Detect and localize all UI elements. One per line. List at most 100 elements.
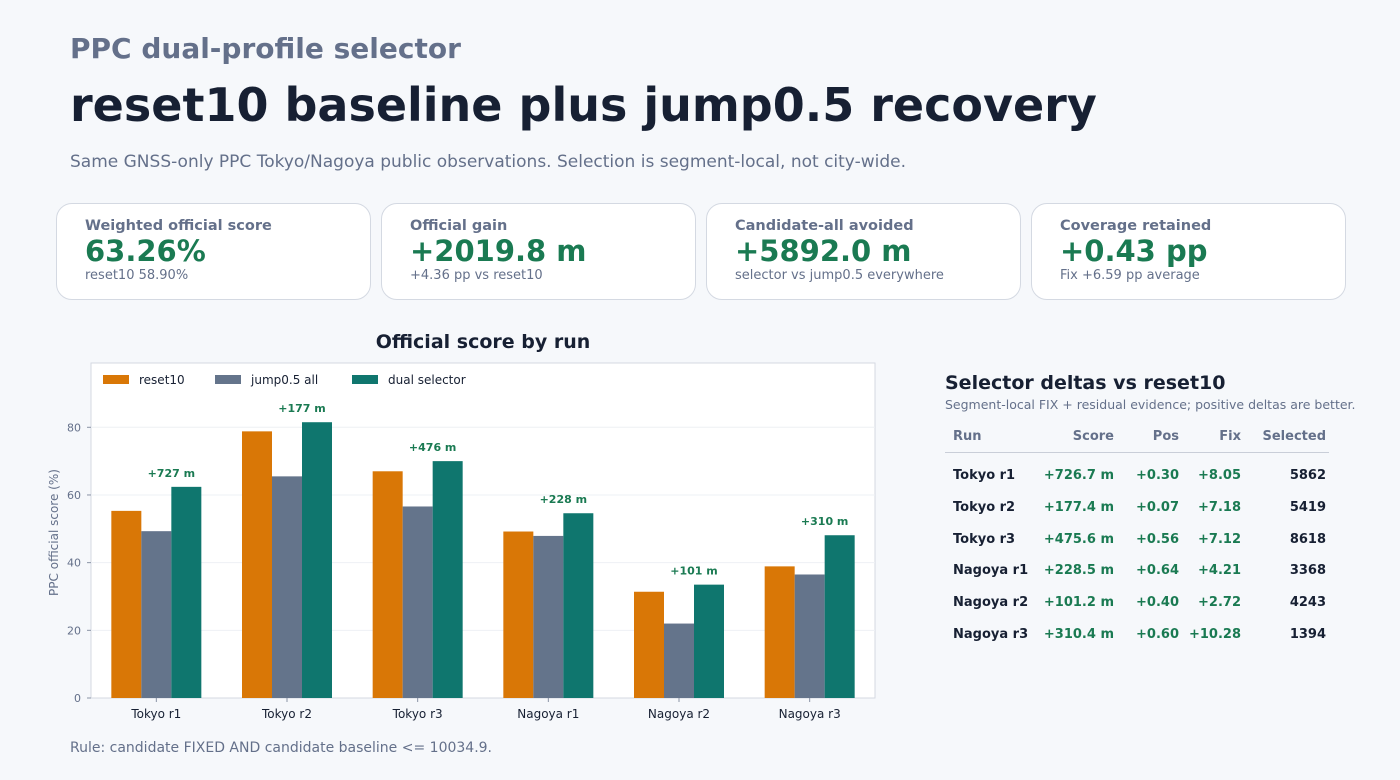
cell-fix: +10.28 bbox=[1188, 626, 1241, 642]
table-row: Nagoya r2 +101.2 m +0.40 +2.72 4243 bbox=[945, 582, 1329, 614]
y-tick-label: 0 bbox=[74, 692, 81, 705]
kpi-note: reset10 58.90% bbox=[85, 268, 189, 283]
cell-pos: +0.56 bbox=[1136, 531, 1179, 547]
legend-label: dual selector bbox=[388, 373, 466, 387]
gain-annotation: +177 m bbox=[278, 402, 325, 415]
table-row: Tokyo r1 +726.7 m +0.30 +8.05 5862 bbox=[945, 455, 1329, 487]
plot-area bbox=[90, 362, 876, 699]
x-tick-label: Tokyo r1 bbox=[130, 707, 181, 721]
kpi-label: Coverage retained bbox=[1060, 218, 1212, 234]
x-tick-label: Nagoya r3 bbox=[779, 707, 841, 721]
bar-jump0-5-all bbox=[664, 623, 694, 698]
chart-title: Official score by run bbox=[375, 331, 591, 353]
page-eyebrow: PPC dual-profile selector bbox=[70, 32, 461, 65]
table-row: Nagoya r1 +228.5 m +0.64 +4.21 3368 bbox=[945, 550, 1329, 582]
header-selected: Selected bbox=[1262, 429, 1327, 444]
bar-jump0-5-all bbox=[141, 531, 172, 698]
cell-fix: +8.05 bbox=[1198, 468, 1241, 483]
y-tick-label: 40 bbox=[67, 557, 81, 570]
kpi-card-candidate-avoided: Candidate-all avoided +5892.0 m selector… bbox=[706, 203, 1021, 300]
table-header: Run Score Pos Fix Selected bbox=[945, 425, 1329, 453]
header-pos: Pos bbox=[1152, 429, 1179, 444]
legend-swatch bbox=[215, 375, 241, 384]
cell-score: +310.4 m bbox=[1043, 626, 1114, 642]
bar-jump0-5-all bbox=[533, 535, 564, 698]
x-tick-label: Nagoya r1 bbox=[517, 707, 579, 721]
cell-pos: +0.40 bbox=[1136, 595, 1179, 611]
cell-selected: 8618 bbox=[1289, 531, 1326, 547]
cell-selected: 1394 bbox=[1289, 626, 1326, 642]
legend-label: reset10 bbox=[139, 373, 185, 387]
cell-fix: +7.12 bbox=[1198, 531, 1241, 547]
cell-run: Nagoya r3 bbox=[953, 626, 1029, 642]
gain-annotation: +727 m bbox=[148, 467, 195, 480]
gain-annotation: +101 m bbox=[670, 565, 717, 578]
gain-annotation: +476 m bbox=[409, 441, 456, 454]
bar-reset10 bbox=[242, 431, 272, 698]
header-score: Score bbox=[1072, 429, 1114, 444]
cell-score: +228.5 m bbox=[1043, 563, 1114, 579]
deltas-table: Run Score Pos Fix Selected Tokyo r1 +726.… bbox=[945, 425, 1329, 646]
bar-dual-selector bbox=[824, 535, 855, 698]
y-tick-label: 60 bbox=[67, 489, 81, 502]
cell-run: Tokyo r2 bbox=[953, 499, 1016, 515]
cell-selected: 5862 bbox=[1289, 468, 1326, 483]
cell-fix: +4.21 bbox=[1198, 563, 1241, 579]
bar-dual-selector bbox=[563, 513, 594, 698]
cell-run: Tokyo r3 bbox=[953, 531, 1016, 547]
cell-score: +177.4 m bbox=[1043, 499, 1114, 515]
kpi-card-official-gain: Official gain +2019.8 m +4.36 pp vs rese… bbox=[381, 203, 696, 300]
bar-reset10 bbox=[503, 531, 534, 698]
legend-swatch bbox=[103, 375, 129, 384]
cell-pos: +0.07 bbox=[1136, 499, 1179, 515]
y-tick-label: 80 bbox=[67, 421, 81, 434]
cell-fix: +2.72 bbox=[1198, 595, 1241, 611]
table-row: Tokyo r3 +475.6 m +0.56 +7.12 8618 bbox=[945, 519, 1329, 551]
kpi-card-coverage: Coverage retained +0.43 pp Fix +6.59 pp … bbox=[1031, 203, 1346, 300]
x-tick-label: Nagoya r2 bbox=[648, 707, 710, 721]
kpi-label: Candidate-all avoided bbox=[735, 218, 914, 234]
kpi-note: selector vs jump0.5 everywhere bbox=[735, 268, 944, 283]
cell-run: Nagoya r1 bbox=[953, 563, 1029, 579]
kpi-value: +5892.0 m bbox=[735, 234, 912, 268]
gain-annotation: +228 m bbox=[540, 493, 587, 506]
table-subtitle: Segment-local FIX + residual evidence; p… bbox=[945, 397, 1356, 412]
footnote-rule: Rule: candidate FIXED AND candidate base… bbox=[70, 740, 493, 756]
y-axis-label: PPC official score (%) bbox=[47, 469, 61, 596]
kpi-note: Fix +6.59 pp average bbox=[1060, 268, 1200, 283]
kpi-value: +0.43 pp bbox=[1060, 234, 1208, 268]
page-subtitle: Same GNSS-only PPC Tokyo/Nagoya public o… bbox=[70, 152, 906, 172]
table-row: Tokyo r2 +177.4 m +0.07 +7.18 5419 bbox=[945, 487, 1329, 519]
bar-dual-selector bbox=[432, 461, 463, 698]
bar-reset10 bbox=[634, 591, 664, 698]
cell-score: +101.2 m bbox=[1043, 595, 1114, 611]
cell-score: +475.6 m bbox=[1043, 531, 1114, 547]
kpi-label: Official gain bbox=[410, 218, 508, 234]
table-title: Selector deltas vs reset10 bbox=[945, 372, 1226, 394]
cell-run: Tokyo r1 bbox=[953, 468, 1016, 483]
bar-jump0-5-all bbox=[794, 574, 825, 698]
bar-reset10 bbox=[764, 566, 795, 698]
bar-reset10 bbox=[372, 471, 403, 698]
score-bar-chart: 0 20 40 60 80 PPC official score (%) Tokyo r1 +… bbox=[47, 362, 876, 721]
cell-selected: 3368 bbox=[1289, 563, 1326, 579]
kpi-note: +4.36 pp vs reset10 bbox=[410, 268, 543, 283]
cell-selected: 5419 bbox=[1289, 499, 1326, 515]
cell-pos: +0.60 bbox=[1136, 626, 1179, 642]
legend-swatch bbox=[352, 375, 378, 384]
cell-pos: +0.64 bbox=[1136, 563, 1179, 579]
x-tick-label: Tokyo r3 bbox=[392, 707, 443, 721]
bar-dual-selector bbox=[171, 486, 202, 698]
cell-fix: +7.18 bbox=[1198, 499, 1241, 515]
cell-score: +726.7 m bbox=[1043, 468, 1114, 483]
table-body: Tokyo r1 +726.7 m +0.30 +8.05 5862 Tokyo r2 +1… bbox=[945, 453, 1329, 646]
bar-jump0-5-all bbox=[402, 506, 433, 698]
x-tick-label: Tokyo r2 bbox=[261, 707, 312, 721]
y-tick-label: 20 bbox=[67, 624, 81, 637]
cell-pos: +0.30 bbox=[1136, 468, 1179, 483]
legend-label: jump0.5 all bbox=[250, 373, 318, 387]
bar-dual-selector bbox=[694, 584, 724, 698]
kpi-label: Weighted official score bbox=[85, 218, 272, 234]
kpi-value: 63.26% bbox=[85, 234, 206, 268]
cell-run: Nagoya r2 bbox=[953, 595, 1029, 611]
